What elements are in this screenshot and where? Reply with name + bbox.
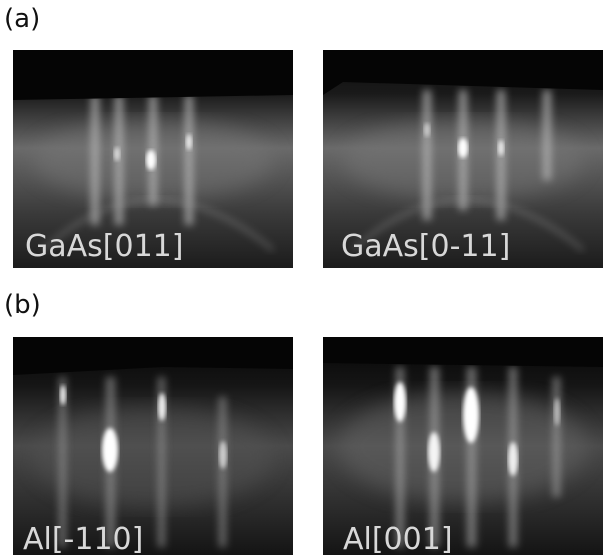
rheed-image: GaAs[011] bbox=[13, 50, 293, 268]
panel-label: (a) bbox=[4, 4, 40, 34]
image-caption: Al[-110] bbox=[23, 522, 143, 555]
figure: (a) GaAs[011] bbox=[0, 0, 613, 557]
rheed-image: Al[001] bbox=[323, 337, 603, 555]
image-caption: GaAs[011] bbox=[25, 229, 183, 264]
rheed-image: Al[-110] bbox=[13, 337, 293, 555]
image-caption: Al[001] bbox=[343, 522, 453, 555]
panel-label: (b) bbox=[4, 290, 41, 320]
rheed-image: GaAs[0-11] bbox=[323, 50, 603, 268]
image-caption: GaAs[0-11] bbox=[341, 229, 510, 264]
